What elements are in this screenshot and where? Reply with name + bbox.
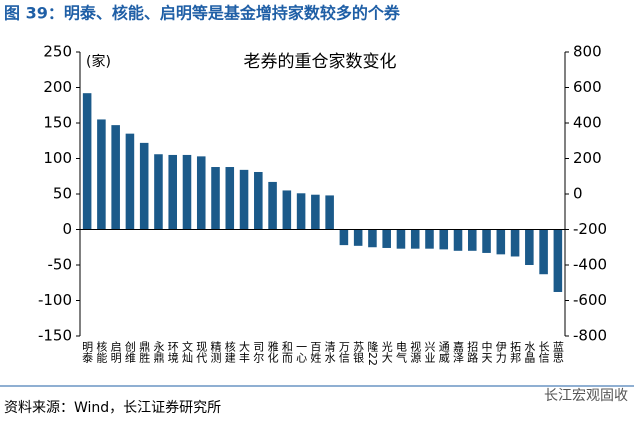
bar (111, 125, 120, 230)
bar (254, 171, 263, 230)
x-tick-label: 百姓 (309, 341, 322, 364)
watermark: 长江宏观固收 (544, 388, 628, 404)
bar (453, 229, 463, 251)
bar (225, 167, 235, 230)
bar (168, 154, 177, 230)
y-tick-label: 0 (62, 220, 72, 238)
x-tick-label: 核建 (223, 340, 236, 364)
bar (268, 181, 277, 230)
x-tick-label: 苏银 (352, 341, 365, 364)
y2-tick-label: 0 (573, 185, 583, 203)
bar (382, 229, 391, 248)
y2-tick-label: 800 (573, 43, 602, 61)
bar (368, 229, 377, 248)
x-tick-label: 招路 (466, 340, 479, 364)
x-tick-label: 一心 (295, 341, 308, 363)
y2-tick-label: 400 (573, 114, 602, 132)
bar (496, 229, 506, 255)
x-tick-label: 大丰 (238, 340, 251, 363)
bar (325, 195, 334, 230)
bar (339, 229, 349, 246)
bar (97, 119, 106, 230)
y-tick-label: -50 (48, 256, 73, 274)
x-tick-label: 光大 (380, 340, 393, 363)
bar (439, 229, 449, 250)
x-tick-label: 和而 (280, 341, 293, 364)
x-tick-label: 清水 (323, 341, 336, 363)
x-tick-label: 长信 (537, 341, 550, 364)
bar (353, 229, 363, 246)
y-tick-label: 100 (43, 149, 72, 167)
bar (182, 154, 192, 230)
bar (296, 193, 306, 230)
bar (425, 229, 434, 249)
y2-tick-label: -200 (573, 220, 607, 238)
bar (482, 229, 491, 253)
bar (282, 190, 292, 230)
bar (154, 154, 163, 230)
bar (525, 229, 534, 265)
y-tick-label: 200 (43, 78, 72, 96)
bar (211, 167, 220, 230)
bar (410, 229, 420, 249)
y2-tick-label: 600 (573, 78, 602, 96)
x-tick-label: 中天 (480, 341, 493, 364)
y-tick-label: 150 (43, 114, 72, 132)
x-tick-label: 伊力 (494, 341, 507, 363)
bar (539, 229, 548, 275)
source: 资料来源：Wind，长江证券研究所 (4, 400, 221, 416)
x-tick-label: 永鼎 (152, 340, 165, 364)
x-tick-label: 电气 (394, 341, 407, 363)
x-tick-label: 文灿 (180, 340, 193, 363)
x-tick-label: 雅化 (266, 340, 279, 364)
x-tick-label: 精测 (209, 341, 222, 364)
y2-tick-label: 200 (573, 149, 602, 167)
bar (396, 229, 406, 249)
y2-tick-label: -400 (573, 256, 607, 274)
bar (553, 229, 563, 292)
x-tick-label: 蓝思 (551, 341, 564, 363)
x-tick-label: 万信 (337, 341, 350, 364)
x-tick-label: 环境 (166, 341, 179, 363)
y-label: (家) (86, 53, 111, 70)
bar (311, 194, 320, 230)
x-tick-label: 核能 (95, 340, 108, 364)
y2-tick-label: -600 (573, 291, 607, 309)
y-tick-label: -100 (38, 291, 72, 309)
y-tick-label: 250 (43, 43, 72, 61)
bar (139, 142, 149, 230)
x-tick-label: 拓邦 (509, 340, 522, 363)
y-tick-label: 50 (53, 185, 72, 203)
bar (125, 133, 135, 230)
x-tick-label: 嘉泽 (452, 340, 465, 363)
y2-tick-label: -800 (573, 327, 607, 345)
bar (82, 93, 92, 230)
x-tick-label: 创维 (123, 341, 136, 363)
x-tick-label: 视源 (409, 340, 422, 364)
x-tick-label: 通威 (437, 341, 450, 364)
x-tick-label: 隆22 (366, 340, 379, 366)
bar (196, 156, 206, 230)
x-tick-label: 现代 (195, 341, 208, 364)
x-tick-label: 明泰 (81, 341, 94, 363)
bar (239, 169, 249, 230)
x-tick-label: 启明 (109, 341, 122, 364)
y-tick-label: -150 (38, 327, 72, 345)
x-tick-label: 鼎胜 (138, 341, 151, 364)
chart-title: 老券的重仓家数变化 (244, 52, 397, 72)
x-tick-label: 司尔 (252, 341, 265, 363)
page-title: 图 39：明泰、核能、启明等是基金增持家数较多的个券 (4, 4, 401, 23)
x-tick-label: 水晶 (523, 341, 536, 364)
bar (468, 229, 477, 251)
x-tick-label: 兴业 (423, 341, 436, 363)
bar (510, 229, 520, 257)
